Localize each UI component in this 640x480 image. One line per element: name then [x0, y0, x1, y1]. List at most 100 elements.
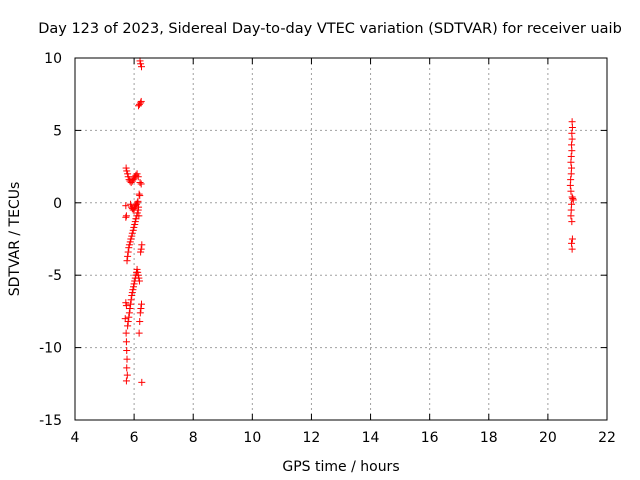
- data-point: [123, 346, 131, 354]
- x-tick-label: 18: [480, 430, 498, 446]
- data-point: [130, 223, 138, 231]
- data-point: [133, 265, 141, 273]
- plot-frame: [74, 57, 608, 421]
- data-point: [137, 180, 145, 188]
- data-point: [128, 289, 136, 297]
- data-point: [138, 241, 146, 249]
- data-point: [124, 248, 132, 256]
- data-point: [568, 218, 576, 226]
- data-point: [122, 202, 130, 210]
- data-point: [134, 173, 142, 181]
- data-point: [136, 318, 144, 326]
- data-point: [135, 274, 143, 282]
- x-tick-label: 12: [303, 430, 321, 446]
- data-point: [121, 315, 129, 323]
- data-point: [131, 218, 139, 226]
- data-point: [124, 252, 132, 260]
- x-axis-ticks: 4 6 8 10 12 14 16 18 20 22: [71, 58, 616, 446]
- data-point: [136, 57, 144, 65]
- data-point: [122, 212, 130, 220]
- data-point: [122, 329, 130, 337]
- data-point: [134, 197, 142, 205]
- data-point: [569, 194, 577, 202]
- data-point: [129, 226, 137, 234]
- data-point: [137, 99, 145, 107]
- data-point: [126, 305, 134, 313]
- data-point: [135, 277, 143, 285]
- data-point: [123, 257, 131, 265]
- data-point: [136, 309, 144, 317]
- data-point: [138, 63, 145, 71]
- y-tick-label: 5: [53, 123, 62, 139]
- data-point: [567, 212, 575, 220]
- data-point: [134, 271, 142, 279]
- data-point: [137, 305, 145, 313]
- data-point: [133, 199, 141, 207]
- x-tick-label: 4: [71, 430, 80, 446]
- data-point: [137, 97, 145, 105]
- data-point: [133, 209, 141, 217]
- data-point: [123, 167, 131, 175]
- data-point: [135, 203, 143, 211]
- data-point: [130, 174, 138, 182]
- data-point: [567, 158, 575, 166]
- data-point: [130, 283, 138, 291]
- x-axis-label: GPS time / hours: [282, 459, 399, 475]
- data-point: [122, 213, 130, 221]
- data-point: [135, 100, 143, 108]
- data-point: [137, 245, 145, 253]
- data-point: [130, 280, 138, 288]
- data-point: [129, 176, 137, 184]
- data-points: [121, 57, 577, 386]
- y-tick-label: -5: [48, 268, 62, 284]
- data-point: [128, 177, 136, 185]
- data-point: [125, 309, 133, 317]
- data-point: [568, 193, 576, 201]
- data-point: [135, 190, 143, 198]
- data-point: [123, 364, 131, 372]
- y-tick-label: 0: [53, 196, 62, 212]
- data-point: [132, 202, 140, 210]
- x-tick-label: 6: [130, 430, 139, 446]
- y-tick-label: -10: [39, 341, 62, 357]
- data-point: [127, 300, 135, 308]
- data-point: [568, 239, 576, 247]
- data-point: [122, 164, 130, 172]
- data-point: [133, 170, 141, 178]
- data-point: [130, 205, 138, 213]
- x-tick-label: 22: [598, 430, 616, 446]
- data-point: [568, 135, 576, 143]
- chart-title: Day 123 of 2023, Sidereal Day-to-day VTE…: [38, 21, 622, 37]
- data-point: [128, 291, 136, 299]
- y-tick-label: -15: [39, 413, 62, 429]
- y-axis-label: SDTVAR / TECUs: [7, 182, 23, 297]
- data-point: [127, 200, 135, 208]
- data-point: [124, 318, 132, 326]
- data-point: [123, 355, 131, 363]
- x-tick-label: 8: [189, 430, 198, 446]
- data-point: [132, 215, 140, 223]
- data-point: [138, 378, 146, 386]
- data-point: [135, 329, 143, 337]
- x-tick-label: 16: [421, 430, 439, 446]
- data-point: [124, 322, 132, 330]
- data-point: [568, 245, 576, 253]
- y-axis-ticks: -15 -10 -5 0 5 10: [39, 51, 607, 429]
- data-point: [122, 302, 130, 310]
- data-point: [568, 235, 576, 243]
- data-point: [569, 196, 577, 204]
- data-point: [127, 296, 135, 304]
- data-point: [123, 371, 131, 379]
- data-point: [131, 221, 139, 229]
- data-point: [138, 300, 145, 308]
- data-point: [134, 268, 142, 276]
- data-point: [568, 124, 576, 132]
- data-point: [127, 235, 135, 243]
- data-point: [129, 286, 137, 294]
- data-point: [137, 60, 145, 68]
- data-point: [133, 212, 141, 220]
- x-tick-label: 10: [243, 430, 261, 446]
- data-point: [568, 147, 576, 155]
- x-tick-label: 20: [539, 430, 557, 446]
